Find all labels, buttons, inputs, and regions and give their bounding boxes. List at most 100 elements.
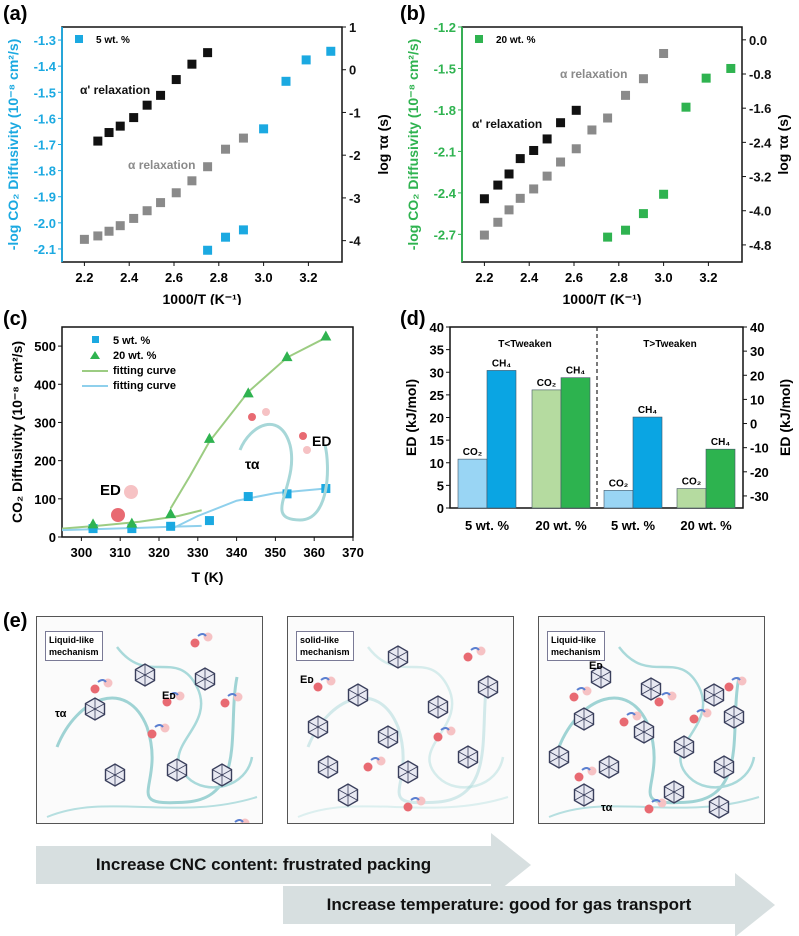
molecule-icon xyxy=(162,697,172,707)
data-point xyxy=(238,133,248,143)
molecule-icon xyxy=(654,697,664,707)
annotation: α relaxation xyxy=(560,67,627,81)
y-tick-label-right: 1 xyxy=(349,20,356,35)
x-tick-label: 300 xyxy=(71,545,93,560)
molecule-icon xyxy=(190,638,200,648)
y-tick-label: 25 xyxy=(430,388,444,403)
data-point xyxy=(726,63,736,73)
bar-ch4 xyxy=(486,370,517,509)
data-point xyxy=(681,102,691,112)
data-point-5wt xyxy=(166,521,176,531)
y-tick-label-right: 40 xyxy=(750,320,764,335)
y-tick-label: 300 xyxy=(34,415,56,430)
annotation-ed: ED xyxy=(100,482,121,499)
data-point xyxy=(493,180,503,190)
bar-co2 xyxy=(603,490,634,509)
x-axis-title: 1000/T (K⁻¹) xyxy=(163,291,242,305)
data-point-20wt xyxy=(126,517,138,528)
data-point xyxy=(701,73,711,83)
hop-arrow-icon xyxy=(470,647,480,651)
bar-co2 xyxy=(457,458,488,509)
annotation-ed: Eᴅ xyxy=(300,674,314,686)
nanocrystal-edges xyxy=(664,781,684,803)
molecule-icon xyxy=(124,485,138,499)
polymer-scene-1: Eᴅ τα xyxy=(46,632,258,834)
y-tick-label-right: -4 xyxy=(349,234,361,249)
polymer-chain xyxy=(297,796,509,818)
data-point xyxy=(529,184,539,194)
y-tick-label: 10 xyxy=(430,456,444,471)
bar-label: CO₂ xyxy=(609,478,628,489)
data-point-20wt xyxy=(242,387,254,398)
y-tick-label-left: -1.4 xyxy=(34,59,57,74)
y-axis-title-left: -log CO₂ Diffusivity (10⁻⁸ cm²/s) xyxy=(5,39,21,251)
nanocrystal-edges xyxy=(704,684,724,706)
x-tick-label: 330 xyxy=(187,545,209,560)
y-tick-label: 15 xyxy=(430,433,444,448)
molecule-icon xyxy=(619,717,629,727)
data-point xyxy=(587,125,597,135)
x-tick-label: 3.0 xyxy=(255,270,273,285)
nanocrystal-edges xyxy=(634,721,654,743)
y-tick-label-left: -2.0 xyxy=(34,216,56,231)
x-tick-label: 350 xyxy=(265,545,287,560)
y-tick-label-right: 0.0 xyxy=(749,33,767,48)
data-point xyxy=(529,145,539,155)
data-point xyxy=(479,194,489,204)
data-point xyxy=(221,144,231,154)
plot-frame xyxy=(61,26,343,263)
molecule-icon xyxy=(403,802,413,812)
data-point-20wt xyxy=(165,508,177,519)
molecule-icon xyxy=(574,772,584,782)
molecule-icon xyxy=(569,692,579,702)
data-point xyxy=(79,234,89,244)
nanocrystal-edges xyxy=(574,784,594,806)
nanocrystal-edges xyxy=(195,668,215,690)
x-tick-label: 2.4 xyxy=(520,270,539,285)
y-axis-title: ED (kJ/mol) xyxy=(403,379,419,456)
y-tick-label-left: -1.2 xyxy=(434,20,456,35)
chart-b: 2.2 2.4 2.6 2.8 3.0 3.2 -1.2 -1.5 -1.8 -2.1 -2.4 -2… xyxy=(405,20,791,305)
y-tick-label-right: 0 xyxy=(750,417,757,432)
y-tick-label-right: -4.8 xyxy=(749,238,771,253)
molecule-icon xyxy=(313,682,323,692)
panel-label-e: (e) xyxy=(3,610,28,632)
annotation-tau: τα xyxy=(245,456,260,472)
y-tick-label-left: -1.8 xyxy=(34,164,56,179)
y-tick-label-right: -2.4 xyxy=(749,135,772,150)
data-point xyxy=(187,176,197,186)
y-tick-label: 400 xyxy=(34,377,56,392)
molecule-icon xyxy=(644,804,654,814)
y-tick-label-right: -1.6 xyxy=(749,101,771,116)
nanocrystal-edges xyxy=(135,664,155,686)
mechanism-label-3: Liquid-like mechanism xyxy=(547,631,605,661)
y-tick-label-left: -2.1 xyxy=(34,242,56,257)
polymer-scene-2: Eᴅ xyxy=(297,645,509,818)
y-tick-label: 0 xyxy=(49,530,56,545)
annotation: α' relaxation xyxy=(472,117,542,131)
polymer-chain xyxy=(367,646,505,789)
molecule-icon xyxy=(303,446,311,454)
hop-arrow-icon xyxy=(731,677,741,681)
legend-marker xyxy=(475,35,483,43)
data-point xyxy=(142,206,152,216)
hop-arrow-icon xyxy=(440,727,450,731)
data-point xyxy=(104,226,114,236)
x-tick-label: 340 xyxy=(226,545,248,560)
molecule-icon xyxy=(220,698,230,708)
y-axis-title-left: -log CO₂ Diffusivity (10⁻⁸ cm²/s) xyxy=(405,39,421,251)
bar-label: CH₄ xyxy=(638,405,657,416)
data-point xyxy=(93,136,103,146)
molecule-icon xyxy=(433,732,443,742)
data-point xyxy=(281,76,291,86)
molecule-icon xyxy=(147,729,157,739)
y-tick-label: 0 xyxy=(437,501,444,516)
nanocrystal-edges xyxy=(641,678,661,700)
y-tick-label-left: -1.8 xyxy=(434,103,456,118)
data-point xyxy=(93,231,103,241)
data-point xyxy=(203,162,213,172)
y-tick-label: 40 xyxy=(430,320,444,335)
data-point-5wt xyxy=(282,489,292,499)
y-tick-label-left: -2.1 xyxy=(434,144,456,159)
y-tick-label-right: -0.8 xyxy=(749,67,771,82)
